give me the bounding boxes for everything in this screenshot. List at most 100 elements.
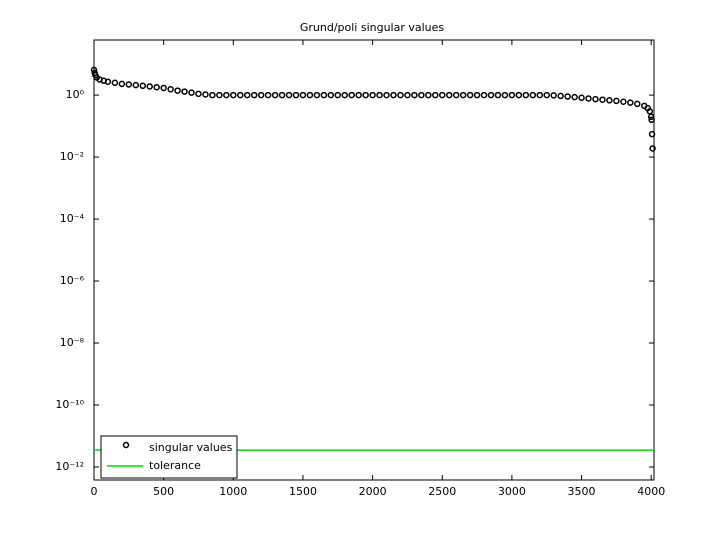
y-tick-label: 10⁻⁴ (60, 212, 85, 225)
point (278, 91, 286, 99)
point (487, 91, 495, 99)
y-tick-label: 10⁻¹⁰ (55, 398, 84, 411)
point (646, 108, 654, 115)
point (243, 91, 251, 99)
point (132, 81, 140, 89)
point (543, 91, 550, 99)
point (649, 145, 656, 152)
point (118, 80, 126, 88)
point (383, 91, 390, 99)
point (376, 91, 383, 99)
point (174, 87, 181, 94)
point (592, 95, 599, 103)
point (341, 91, 348, 99)
point (237, 91, 244, 99)
point (195, 90, 202, 98)
point (369, 91, 376, 99)
point (362, 91, 369, 99)
plot-area (93, 39, 655, 481)
point (578, 94, 585, 102)
point (557, 92, 564, 100)
x-tick-label: 3000 (498, 485, 526, 498)
point (571, 93, 578, 101)
point (466, 91, 474, 99)
x-tick-label: 1000 (219, 485, 247, 498)
point (111, 79, 119, 87)
point (104, 78, 112, 85)
point (334, 91, 342, 99)
point (606, 97, 613, 104)
point (432, 91, 439, 99)
point (439, 91, 446, 99)
point (160, 84, 167, 92)
point (397, 91, 404, 99)
point (418, 91, 425, 99)
point (585, 95, 592, 102)
point (536, 91, 544, 99)
point (613, 97, 620, 105)
point (459, 91, 467, 99)
x-tick-label: 2500 (428, 485, 456, 498)
point (188, 89, 195, 96)
point (348, 91, 355, 99)
point (306, 91, 314, 99)
point (425, 91, 432, 99)
point (285, 91, 293, 99)
point (139, 82, 147, 90)
point (355, 91, 362, 99)
point (404, 91, 411, 99)
y-tick-label: 10⁻¹² (55, 460, 84, 473)
point (250, 91, 258, 99)
point (599, 96, 606, 103)
point (181, 88, 188, 95)
point (648, 130, 656, 138)
chart-title: Grund/poli singular values (300, 21, 445, 34)
point (209, 91, 216, 99)
point (452, 91, 460, 99)
point (320, 91, 328, 99)
point (299, 91, 307, 99)
point (292, 91, 300, 99)
x-tick-label: 3500 (568, 485, 596, 498)
point (501, 91, 509, 99)
point (634, 100, 641, 108)
point (327, 91, 335, 99)
legend-symbol (122, 441, 130, 449)
point (216, 91, 223, 99)
y-tick-label: 10⁰ (66, 88, 85, 101)
x-tick-label: 1500 (289, 485, 317, 498)
point (508, 91, 516, 99)
point (202, 91, 209, 98)
point (313, 91, 321, 99)
point (146, 83, 153, 90)
point (647, 113, 655, 121)
point (153, 83, 160, 91)
y-tick-label: 10⁻² (60, 150, 84, 163)
point (648, 116, 655, 124)
point (125, 81, 133, 88)
point (529, 91, 537, 99)
x-tick-label: 0 (91, 485, 98, 498)
point (271, 91, 279, 99)
point (480, 91, 488, 99)
point (564, 93, 571, 100)
x-tick-label: 4000 (637, 485, 665, 498)
point (257, 91, 265, 99)
point (223, 91, 230, 99)
point (473, 91, 481, 99)
point (515, 91, 523, 99)
point (620, 98, 627, 106)
point (627, 99, 634, 106)
point (411, 91, 418, 99)
y-tick-label: 10⁻⁶ (60, 274, 85, 287)
point (522, 91, 530, 99)
legend-label: tolerance (149, 459, 201, 472)
legend-label: singular values (149, 441, 233, 454)
point (264, 91, 272, 99)
point (494, 91, 502, 99)
point (390, 91, 397, 99)
point (445, 91, 453, 99)
y-tick-label: 10⁻⁸ (60, 336, 85, 349)
point (550, 92, 557, 99)
